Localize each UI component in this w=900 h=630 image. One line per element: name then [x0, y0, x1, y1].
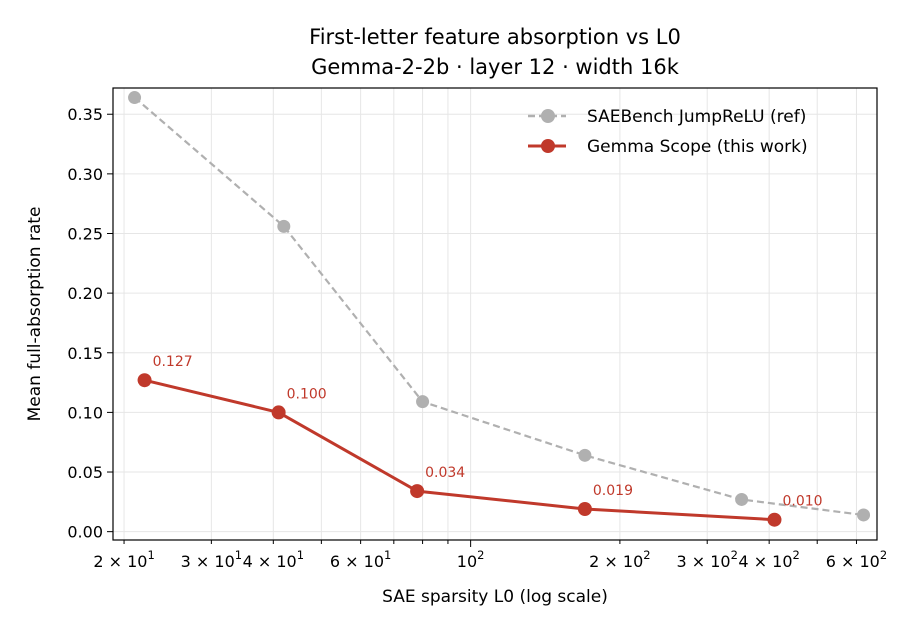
x-tick-label: 2 × 102: [589, 548, 650, 571]
y-tick-label: 0.35: [67, 105, 103, 124]
legend-marker-gemma-scope: [541, 139, 555, 153]
data-point-saebench: [416, 395, 430, 409]
x-tick-label: 4 × 102: [738, 548, 799, 571]
y-tick-label: 0.10: [67, 403, 103, 422]
y-axis-label: Mean full-absorption rate: [25, 207, 45, 422]
series-line-saebench: [133, 96, 864, 517]
y-tick-label: 0.05: [67, 463, 103, 482]
x-tick-label: 102: [457, 548, 485, 571]
y-tick-label: 0.00: [67, 523, 103, 542]
legend-label-gemma-scope: Gemma Scope (this work): [587, 137, 808, 157]
ticks-layer: 0.00 0.05 0.10 0.15 0.20 0.25 0.30 0.35 2 × 101 3…: [67, 105, 887, 571]
data-point-gemma-scope: [137, 373, 152, 388]
x-tick-label: 3 × 102: [676, 548, 737, 571]
x-tick-label: 3 × 101: [181, 548, 242, 571]
legend-marker-saebench: [541, 109, 555, 123]
data-point-saebench: [735, 492, 749, 506]
y-tick-label: 0.30: [67, 165, 103, 184]
x-tick-label: 6 × 102: [826, 548, 887, 571]
plot-frame: [112, 87, 878, 541]
data-label-gemma-scope: 0.127: [153, 354, 193, 370]
data-point-saebench: [128, 91, 142, 105]
x-tick-label: 2 × 101: [93, 548, 154, 571]
series-layer: 0.127 0.100 0.034 0.019 0.010: [128, 91, 871, 527]
data-label-gemma-scope: 0.100: [287, 386, 327, 402]
chart-subtitle: Gemma-2-2b · layer 12 · width 16k: [311, 55, 680, 79]
x-tick-label: 4 × 101: [243, 548, 304, 571]
data-point-gemma-scope: [767, 512, 782, 527]
data-label-gemma-scope: 0.010: [782, 494, 822, 510]
grid-layer: [113, 88, 877, 540]
data-point-saebench: [277, 219, 291, 233]
data-point-gemma-scope: [410, 484, 425, 499]
data-point-gemma-scope: [271, 405, 286, 420]
legend-label-saebench: SAEBench JumpReLU (ref): [587, 107, 806, 127]
x-tick-label: 6 × 101: [330, 548, 391, 571]
x-axis-label: SAE sparsity L0 (log scale): [382, 587, 608, 607]
chart-title: First-letter feature absorption vs L0: [309, 25, 681, 49]
legend: SAEBench JumpReLU (ref) Gemma Scope (thi…: [528, 107, 808, 157]
data-point-saebench: [857, 508, 871, 522]
data-label-gemma-scope: 0.034: [425, 465, 465, 481]
data-label-gemma-scope: 0.019: [593, 483, 633, 499]
data-point-saebench: [578, 448, 592, 462]
y-tick-label: 0.20: [67, 284, 103, 303]
y-tick-label: 0.15: [67, 344, 103, 363]
data-point-gemma-scope: [577, 501, 592, 516]
y-tick-label: 0.25: [67, 224, 103, 243]
